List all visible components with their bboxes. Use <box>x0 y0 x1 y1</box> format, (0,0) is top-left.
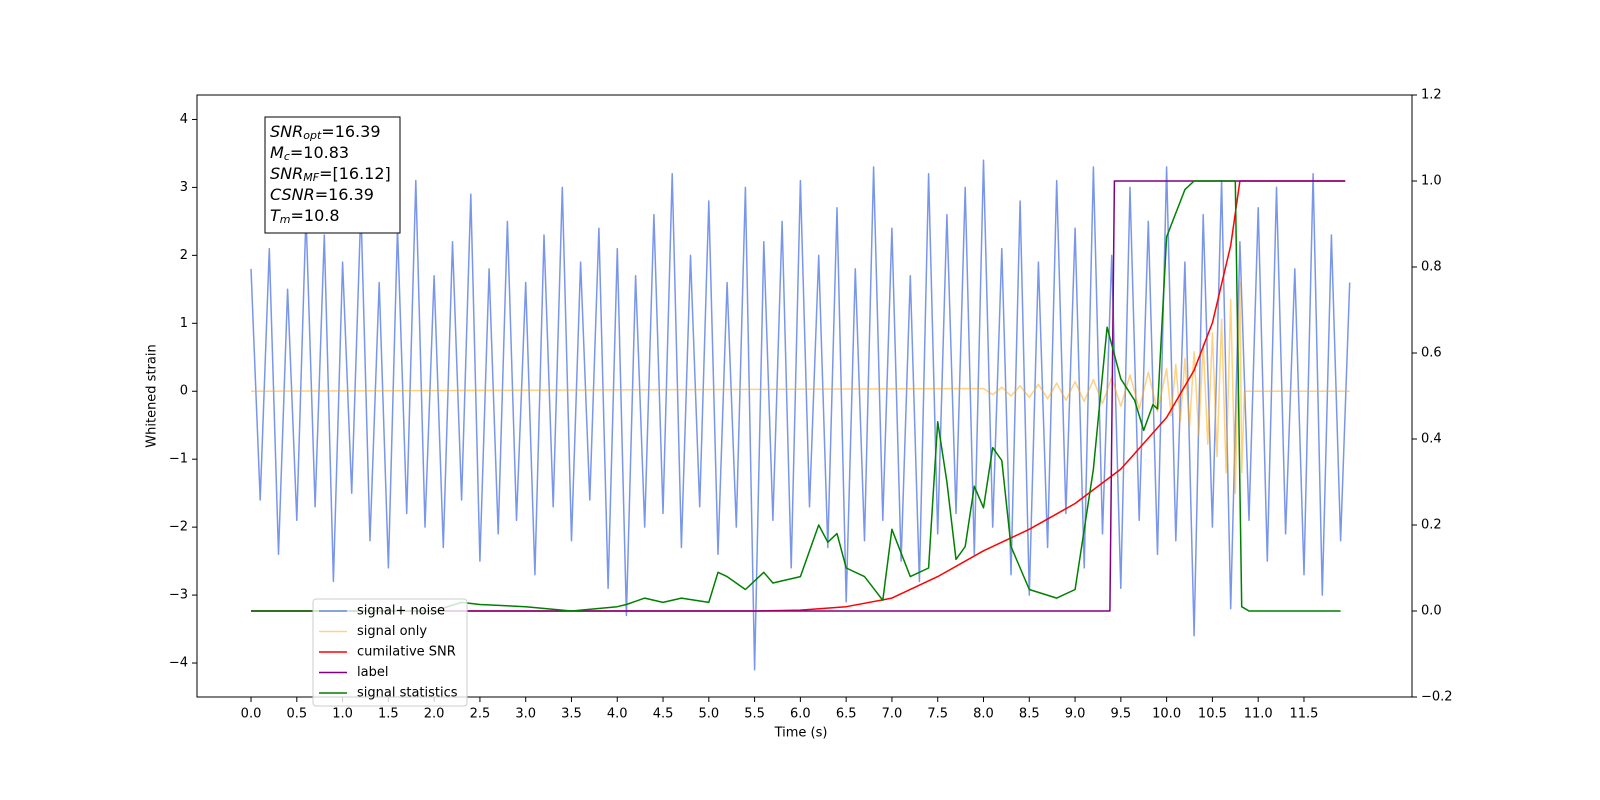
y2-tick-label: 1.0 <box>1421 174 1442 189</box>
annotation-symbol: CSNR <box>270 185 315 204</box>
legend-box <box>312 598 468 707</box>
legend-label: signal statistics <box>357 686 458 701</box>
x-tick-label: 3.0 <box>515 707 536 722</box>
annotation-value: =16.39 <box>321 122 380 141</box>
plot-frame <box>196 94 1413 698</box>
y-tick-label: −3 <box>169 588 188 603</box>
annotation-line: CSNR=16.39 <box>270 185 374 204</box>
series-line <box>250 159 1351 671</box>
x-tick-label: 6.5 <box>836 707 857 722</box>
x-tick-label: 6.0 <box>790 707 811 722</box>
x-tick-label: 7.0 <box>882 707 903 722</box>
annotation-symbol: SNR <box>270 122 303 141</box>
series-line <box>250 281 1350 494</box>
x-tick-label: 9.0 <box>1065 707 1086 722</box>
annotation-symbol: M <box>270 143 284 162</box>
y2-tick-label: 0.8 <box>1421 260 1442 275</box>
x-tick-label: 2.5 <box>470 707 491 722</box>
annotation-subscript: MF <box>303 171 319 184</box>
annotation-value: =[16.12] <box>319 164 391 183</box>
annotation-symbol: T <box>270 206 281 225</box>
annotation-value: =10.83 <box>290 143 349 162</box>
y2-tick-label: 0.0 <box>1421 604 1442 619</box>
x-axis-label: Time (s) <box>774 726 828 741</box>
x-tick-label: 11.5 <box>1289 707 1318 722</box>
y-tick-label: 1 <box>180 316 188 331</box>
y-tick-label: 2 <box>180 248 188 263</box>
x-tick-label: 7.5 <box>927 707 948 722</box>
x-tick-label: 0.0 <box>241 707 262 722</box>
x-tick-label: 1.0 <box>332 707 353 722</box>
annotation-line: Mc=10.83 <box>270 143 349 164</box>
annotation-line: SNRopt=16.39 <box>270 122 381 143</box>
y-tick-label: −4 <box>169 656 188 671</box>
annotation-subscript: m <box>280 213 291 226</box>
annotation-subscript: c <box>284 150 290 163</box>
x-tick-label: 9.5 <box>1110 707 1131 722</box>
annotation-box <box>264 116 401 234</box>
x-tick-label: 5.5 <box>744 707 765 722</box>
y-tick-label: 3 <box>180 180 188 195</box>
y-tick-label: −1 <box>169 452 188 467</box>
x-tick-label: 4.0 <box>607 707 628 722</box>
x-tick-label: 8.5 <box>1019 707 1040 722</box>
legend-label: signal only <box>357 624 427 639</box>
legend-label: signal+ noise <box>357 604 445 619</box>
annotation-value: =16.39 <box>315 185 374 204</box>
x-tick-label: 5.0 <box>698 707 719 722</box>
y-axis-label: Whitened strain <box>145 344 160 447</box>
y2-tick-label: −0.2 <box>1421 690 1453 705</box>
series-line <box>251 180 1346 612</box>
annotation-line: SNRMF=[16.12] <box>270 164 391 185</box>
y2-tick-label: 1.2 <box>1421 88 1442 103</box>
series-line <box>251 180 1341 612</box>
x-tick-label: 10.5 <box>1198 707 1227 722</box>
y-tick-label: −2 <box>169 520 188 535</box>
x-tick-label: 1.5 <box>378 707 399 722</box>
x-tick-label: 2.0 <box>424 707 445 722</box>
y2-tick-label: 0.4 <box>1421 432 1442 447</box>
x-tick-label: 11.0 <box>1244 707 1273 722</box>
y-tick-label: 4 <box>180 112 188 127</box>
y2-tick-label: 0.2 <box>1421 518 1442 533</box>
x-tick-label: 8.0 <box>973 707 994 722</box>
annotation-line: Tm=10.8 <box>270 206 340 227</box>
x-tick-label: 0.5 <box>286 707 307 722</box>
legend-label: label <box>357 665 388 680</box>
x-tick-label: 3.5 <box>561 707 582 722</box>
annotation-symbol: SNR <box>270 164 303 183</box>
legend-label: cumilative SNR <box>357 645 456 660</box>
y2-tick-label: 0.6 <box>1421 346 1442 361</box>
x-tick-label: 4.5 <box>653 707 674 722</box>
annotation-subscript: opt <box>303 129 322 142</box>
annotation-value: =10.8 <box>291 206 340 225</box>
x-tick-label: 10.0 <box>1152 707 1181 722</box>
y-tick-label: 0 <box>180 384 188 399</box>
